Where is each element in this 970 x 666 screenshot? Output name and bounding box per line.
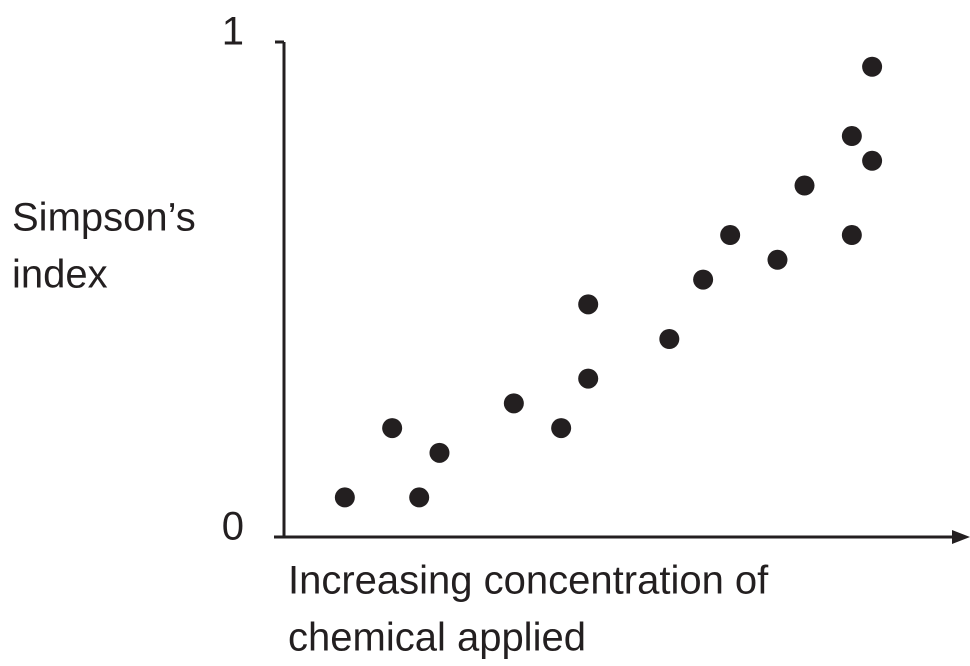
point [334, 487, 355, 508]
x-axis-label: Increasing concentration of [288, 559, 769, 603]
point [382, 418, 403, 439]
y-tick-label: 0 [222, 505, 244, 549]
point [767, 249, 788, 270]
x-axis-arrow [952, 530, 970, 544]
point [429, 442, 450, 463]
point [862, 56, 883, 77]
point [578, 294, 599, 315]
point [862, 150, 883, 171]
point [409, 487, 430, 508]
point [693, 269, 714, 290]
point [794, 175, 815, 196]
point [841, 126, 862, 147]
y-tick-label: 1 [222, 10, 244, 54]
point [720, 225, 741, 246]
point [503, 393, 524, 414]
y-axis-label: index [12, 253, 108, 297]
y-axis-label: Simpson’s [12, 196, 196, 240]
point [578, 368, 599, 389]
point [551, 418, 572, 439]
x-axis-label: chemical applied [288, 616, 586, 660]
point [659, 329, 680, 349]
point [841, 225, 862, 246]
